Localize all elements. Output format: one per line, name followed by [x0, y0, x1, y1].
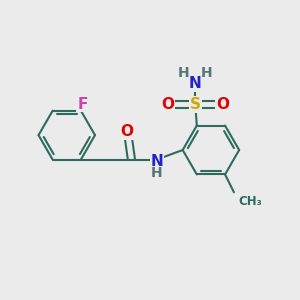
Text: H: H: [178, 66, 190, 80]
Text: F: F: [77, 97, 88, 112]
Text: CH₃: CH₃: [238, 195, 262, 208]
Text: N: N: [150, 154, 163, 169]
Text: O: O: [121, 124, 134, 139]
Text: N: N: [189, 76, 202, 92]
Text: O: O: [216, 97, 229, 112]
Text: S: S: [190, 97, 201, 112]
Text: H: H: [151, 166, 163, 180]
Text: H: H: [201, 66, 212, 80]
Text: O: O: [161, 97, 175, 112]
